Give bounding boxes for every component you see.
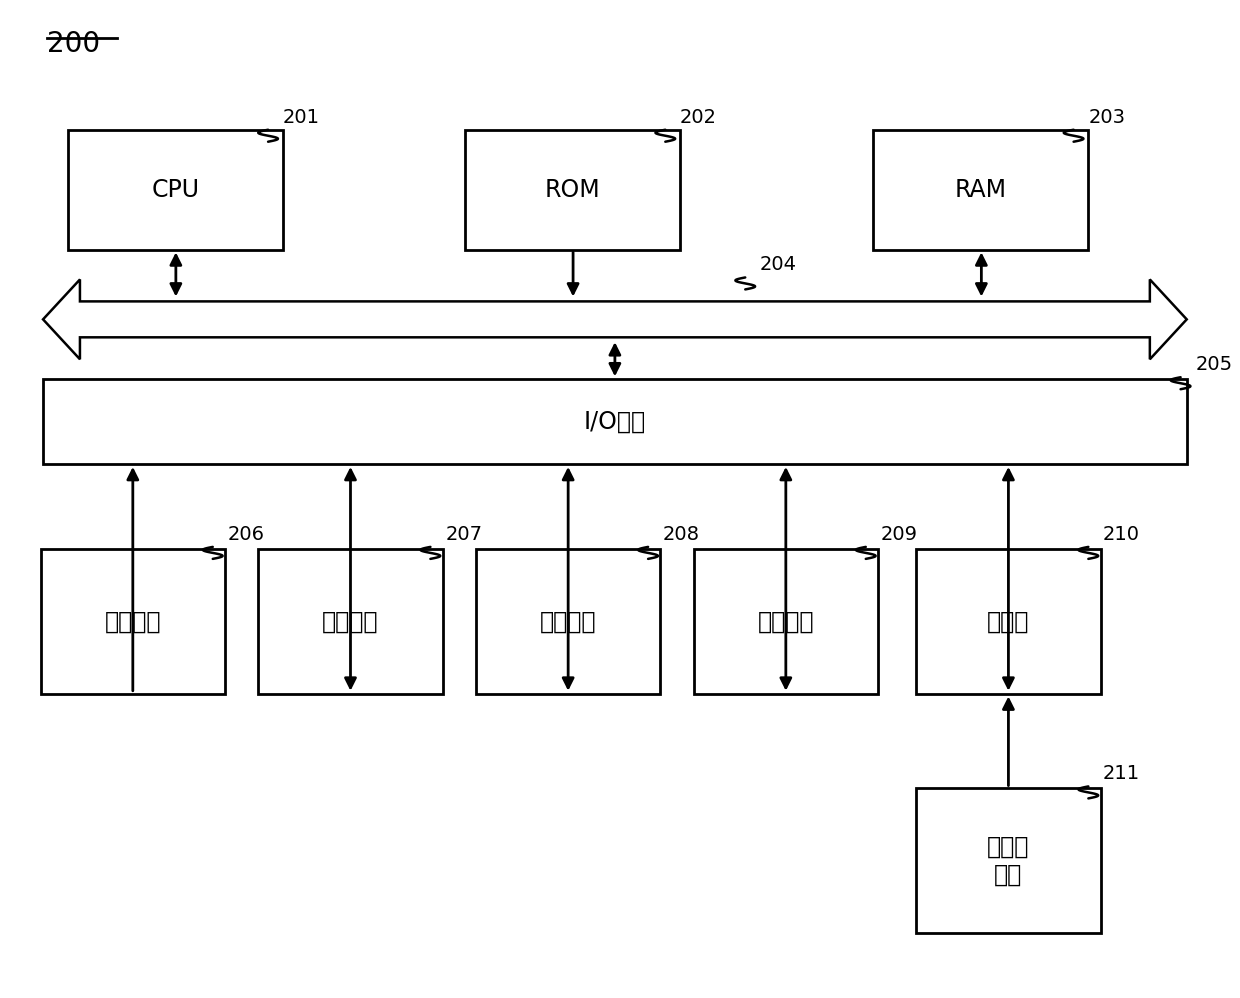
Text: 201: 201 xyxy=(283,108,320,127)
Text: 211: 211 xyxy=(1104,764,1141,783)
Bar xyxy=(68,130,283,250)
Text: 207: 207 xyxy=(445,525,482,544)
Bar xyxy=(465,130,680,250)
Text: 储存部分: 储存部分 xyxy=(539,609,596,634)
Text: 输出部分: 输出部分 xyxy=(322,609,378,634)
Text: 204: 204 xyxy=(760,255,797,274)
Bar xyxy=(916,788,1101,933)
Text: 203: 203 xyxy=(1089,108,1126,127)
Text: 205: 205 xyxy=(1195,355,1233,374)
Bar xyxy=(258,549,443,694)
Text: 208: 208 xyxy=(663,525,699,544)
Bar xyxy=(43,379,1187,464)
Text: CPU: CPU xyxy=(151,178,200,202)
Text: RAM: RAM xyxy=(955,178,1007,202)
Text: 202: 202 xyxy=(680,108,717,127)
Text: I/O接口: I/O接口 xyxy=(584,409,646,434)
Text: 通信部分: 通信部分 xyxy=(758,609,815,634)
Text: ROM: ROM xyxy=(544,178,600,202)
Bar xyxy=(476,549,661,694)
Text: 206: 206 xyxy=(227,525,264,544)
Text: 输入部分: 输入部分 xyxy=(104,609,161,634)
Text: 209: 209 xyxy=(880,525,918,544)
Text: 200: 200 xyxy=(47,30,100,58)
Bar xyxy=(41,549,224,694)
Bar xyxy=(873,130,1089,250)
Text: 210: 210 xyxy=(1104,525,1140,544)
Bar xyxy=(916,549,1101,694)
Text: 可拆卸
介质: 可拆卸 介质 xyxy=(987,835,1029,886)
Bar xyxy=(693,549,878,694)
Text: 驱动器: 驱动器 xyxy=(987,609,1029,634)
Polygon shape xyxy=(43,279,1187,359)
